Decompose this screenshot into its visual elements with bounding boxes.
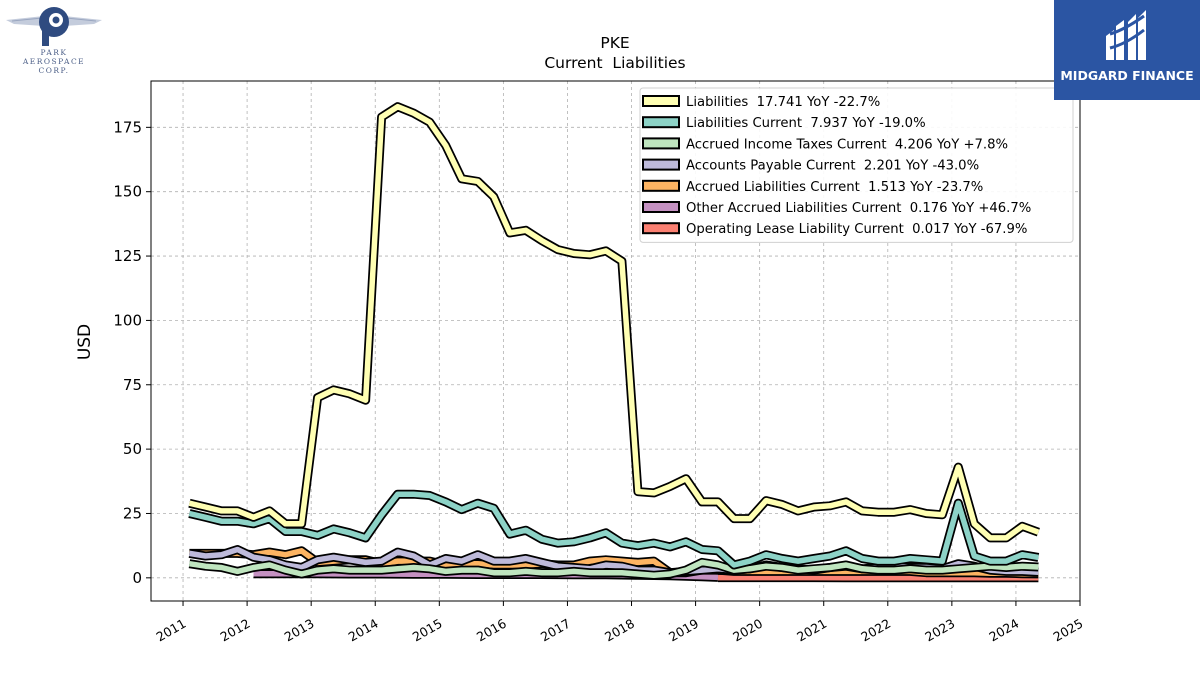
legend-label: Other Accrued Liabilities Current 0.176 … [686, 201, 1031, 216]
chart-title: PKE [600, 34, 629, 52]
series-accrued-income-taxes-current [188, 557, 1039, 580]
x-tick-label: 2025 [1050, 616, 1085, 645]
x-tick-label: 2011 [153, 616, 188, 645]
park-logo-mark [6, 7, 102, 46]
y-axis-label: USD [75, 324, 95, 360]
chart-subtitle: Current Liabilities [544, 54, 685, 72]
x-tick-label: 2023 [922, 616, 957, 645]
x-tick-label: 2016 [474, 616, 509, 645]
x-tick-label: 2017 [538, 616, 573, 645]
legend: Liabilities 17.741 YoY -22.7% Liabilities… [639, 87, 1074, 243]
park-line-3: CORP. [38, 66, 70, 75]
series-liabilities [188, 102, 1040, 543]
series-liabilities-current [188, 489, 1040, 570]
x-tick-label: 2015 [410, 616, 445, 645]
legend-swatch [642, 222, 680, 235]
y-tick-label: 50 [123, 440, 142, 458]
legend-swatch [642, 116, 680, 129]
legend-swatch [642, 137, 680, 150]
legend-label: Accrued Income Taxes Current 4.206 YoY +… [686, 137, 1008, 152]
legend-swatch [642, 179, 680, 192]
x-tick-label: 2012 [218, 616, 253, 645]
legend-label: Liabilities 17.741 YoY -22.7% [686, 95, 880, 110]
y-axis: 0 25 50 75 100 125 150 175 [113, 118, 151, 587]
y-tick-label: 25 [123, 504, 142, 522]
legend-label: Accounts Payable Current 2.201 YoY -43.0… [686, 159, 979, 174]
y-tick-label: 75 [123, 376, 142, 394]
x-tick-label: 2018 [602, 616, 637, 645]
series-line [188, 491, 1039, 568]
legend-label: Accrued Liabilities Current 1.513 YoY -2… [686, 180, 983, 195]
midgard-name: MIDGARD FINANCE [1060, 68, 1194, 83]
legend-swatch [642, 158, 680, 171]
plot-frame [150, 80, 1081, 602]
midgard-finance-logo: MIDGARD FINANCE [1054, 0, 1200, 100]
y-tick-label: 150 [113, 183, 142, 201]
park-aerospace-logo: PARK AEROSPACE CORP. [4, 2, 104, 80]
legend-box [639, 87, 1074, 243]
y-tick-label: 0 [132, 569, 142, 587]
y-tick-label: 125 [113, 247, 142, 265]
legend-label: Operating Lease Liability Current 0.017 … [686, 222, 1027, 237]
x-tick-label: 2019 [666, 616, 701, 645]
series-layer [188, 102, 1040, 583]
legend-label: Liabilities Current 7.937 YoY -19.0% [686, 116, 926, 131]
series-outline [188, 489, 1040, 570]
x-tick-label: 2014 [346, 616, 381, 645]
park-line-1: PARK [40, 48, 68, 57]
y-tick-label: 100 [113, 311, 142, 329]
legend-swatch [642, 95, 680, 107]
midgard-logo-mark [1106, 10, 1146, 60]
x-tick-label: 2021 [794, 616, 829, 645]
x-tick-label: 2020 [730, 616, 765, 645]
park-line-2: AEROSPACE [22, 57, 86, 66]
legend-swatch [642, 201, 680, 213]
x-tick-label: 2022 [858, 616, 893, 645]
series-line [188, 559, 1039, 579]
series-line [188, 103, 1040, 541]
x-tick-label: 2013 [282, 616, 317, 645]
y-tick-label: 175 [113, 118, 142, 136]
x-axis: 2011 2012 2013 2014 2015 2016 2017 2018 2019 2020… [153, 601, 1086, 645]
x-tick-label: 2024 [986, 616, 1021, 645]
